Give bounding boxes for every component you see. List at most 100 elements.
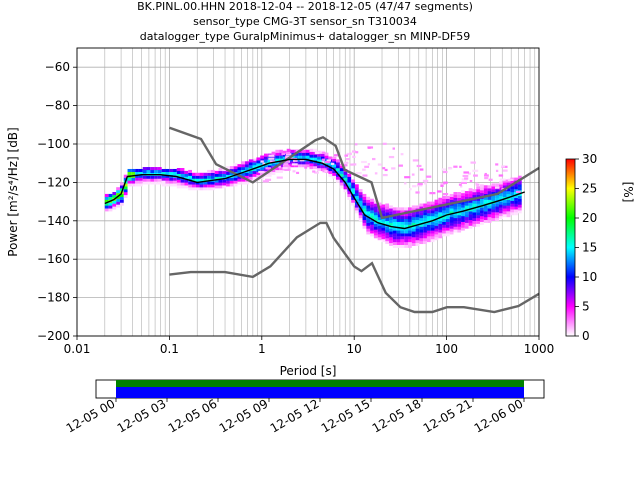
psd-outlier-cell: [350, 163, 354, 166]
psd-cell: [233, 183, 238, 187]
psd-cell: [301, 164, 306, 168]
psd-cell: [426, 239, 431, 243]
psd-cell: [108, 208, 113, 212]
psd-cell: [256, 171, 261, 175]
psd-cell: [426, 201, 431, 205]
psd-cell: [347, 185, 352, 189]
psd-outlier-cell: [443, 181, 448, 184]
psd-cell: [271, 163, 276, 167]
psd-cell: [157, 169, 162, 173]
psd-cell: [377, 228, 382, 232]
psd-cell: [419, 232, 424, 236]
psd-cell: [457, 220, 462, 224]
psd-cell: [267, 159, 272, 163]
psd-cell: [305, 155, 310, 159]
psd-cell: [214, 182, 219, 186]
psd-cell: [438, 235, 443, 239]
psd-cell: [461, 207, 465, 211]
psd-cell: [229, 171, 234, 175]
psd-cell: [336, 179, 340, 183]
psd-cell: [214, 179, 219, 183]
psd-outlier-cell: [268, 157, 275, 160]
psd-cell: [169, 180, 174, 184]
psd-outlier-cell: [448, 167, 453, 170]
timeline-tick-label: 12-05 06: [166, 396, 220, 435]
psd-outlier-cell: [460, 185, 463, 188]
psd-cell: [510, 200, 515, 204]
psd-cell: [358, 192, 363, 196]
psd-cell: [449, 231, 454, 235]
median-curve-group: [104, 158, 525, 230]
psd-cell: [408, 216, 412, 220]
psd-cell: [396, 244, 401, 248]
psd-cell: [298, 164, 302, 168]
x-axis-ticks: 0.01 0.1 1 10 100 1000: [64, 336, 554, 356]
psd-cell: [150, 167, 155, 171]
psd-cell: [517, 201, 522, 205]
psd-cell: [370, 204, 374, 208]
psd-outlier-cell: [453, 165, 458, 168]
psd-outlier-cell: [440, 184, 444, 187]
psd-cell: [502, 202, 507, 206]
psd-cell: [468, 188, 473, 192]
psd-cell: [502, 208, 507, 212]
psd-cell: [131, 177, 136, 181]
psd-cell: [339, 173, 344, 177]
psd-cell: [362, 219, 367, 223]
psd-cell: [286, 166, 291, 170]
psd-cell: [358, 194, 363, 198]
psd-cell: [165, 171, 170, 175]
psd-cell: [381, 210, 386, 214]
psd-cell: [248, 159, 253, 163]
psd-cell: [362, 211, 367, 215]
psd-cell: [404, 207, 409, 211]
timeline-tick-label: 12-05 21: [421, 396, 475, 435]
psd-cell: [351, 179, 355, 183]
psd-cell: [415, 225, 420, 229]
psd-outlier-cell: [331, 156, 337, 159]
psd-cell: [210, 181, 215, 185]
psd-cell: [237, 169, 242, 173]
psd-cell: [430, 204, 435, 208]
psd-cell: [108, 196, 113, 200]
psd-outlier-cell: [412, 185, 417, 188]
psd-cell: [461, 195, 465, 199]
psd-cell: [476, 189, 481, 193]
psd-cell: [260, 158, 264, 162]
psd-cell: [343, 171, 348, 175]
psd-cell: [510, 206, 515, 210]
psd-cell: [385, 229, 390, 233]
psd-outlier-cell: [436, 190, 442, 193]
psd-cell: [373, 212, 378, 216]
psd-cell: [476, 209, 481, 213]
psd-cell: [442, 221, 446, 225]
psd-cell: [445, 207, 450, 211]
psd-cell: [354, 204, 359, 208]
psd-cell: [373, 200, 378, 204]
psd-outlier-cell: [458, 183, 462, 186]
psd-cell: [442, 195, 446, 199]
psd-cell: [506, 214, 511, 218]
psd-cell: [419, 235, 424, 239]
psd-cell: [510, 209, 515, 213]
psd-cell: [370, 224, 374, 228]
psd-cell: [127, 171, 132, 175]
psd-cell: [256, 157, 261, 161]
psd-cell: [210, 184, 215, 188]
psd-cell: [146, 181, 151, 185]
psd-cell: [426, 233, 431, 237]
psd-cell: [135, 183, 139, 187]
psd-cell: [476, 194, 481, 198]
psd-cell: [142, 178, 147, 182]
psd-cell: [506, 211, 511, 215]
psd-cell: [495, 197, 499, 201]
psd-cell: [169, 168, 174, 173]
psd-cell: [332, 175, 337, 179]
psd-cell: [517, 207, 522, 211]
psd-cell: [385, 235, 390, 239]
psd-cell: [176, 170, 181, 174]
psd-cell: [453, 197, 458, 201]
psd-outlier-cell: [321, 151, 326, 154]
psd-cell: [135, 180, 139, 184]
